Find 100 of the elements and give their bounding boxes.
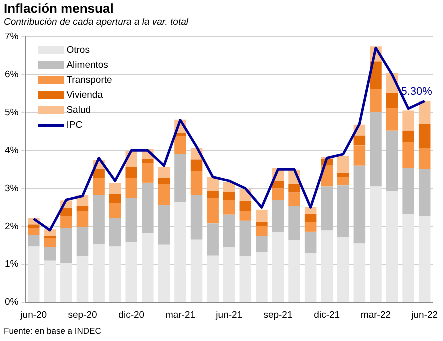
bar [109,203,122,218]
bar [418,148,431,170]
chart-title: Inflación mensual [4,1,114,16]
bar [402,168,414,214]
bar [76,227,89,257]
bar [60,208,72,216]
bar [256,222,268,226]
bar [304,253,317,302]
bar [402,110,414,131]
bar [76,256,89,302]
y-tick-label: 5% [4,107,20,118]
bar [126,167,138,178]
bar [304,214,317,222]
bar [418,216,431,302]
bar [240,201,252,212]
bar [321,230,333,302]
bar [158,204,170,245]
bar [109,246,122,302]
bar [142,159,154,164]
bar [402,142,414,168]
bar [272,200,284,232]
bar [158,184,170,205]
bar [418,124,431,148]
legend-label: Transporte [66,74,112,86]
bar [60,263,72,302]
bar [174,136,186,154]
bar [240,256,252,302]
bar [142,233,154,302]
bar [207,198,219,224]
y-tick-label: 2% [4,221,20,232]
bar [338,156,350,174]
y-tick-label: 4% [4,145,20,156]
bar [223,192,236,200]
x-tick-label: jun-21 [215,310,243,321]
bar [158,178,170,184]
bar [190,172,203,196]
bar [142,182,154,234]
bar [223,248,236,302]
bar [354,136,366,146]
bar [44,248,56,261]
bar [207,256,219,302]
bar [109,218,122,247]
y-tick-label: 1% [4,259,20,270]
bar [126,242,138,302]
bar [288,192,300,206]
bar [338,237,350,302]
legend-label: IPC [66,120,83,131]
x-tick-label: mar-21 [165,310,196,321]
x-tick-label: sep-20 [68,310,98,321]
x-tick-label: jun-20 [20,310,48,321]
bar [402,214,414,302]
annotation: 5.30% [401,86,433,98]
x-tick-label: dic-20 [118,310,145,321]
bar [174,154,186,202]
bar [354,166,366,244]
bar [288,206,300,240]
bar [402,130,414,142]
bar [190,195,203,240]
bar [44,238,56,248]
bar [354,146,366,166]
bar [321,186,333,231]
chart-subtitle: Contribución de cada apertura a la var. total [4,17,188,28]
bar [28,246,40,302]
bar [418,169,431,216]
bar [354,244,366,302]
bar [28,224,40,228]
bar [126,178,138,199]
bar [370,112,382,187]
bar [93,178,105,196]
y-tick-label: 6% [4,69,20,80]
bar [76,211,89,228]
bar [223,214,236,248]
bar [28,228,40,236]
bar [386,130,398,192]
bar [338,186,350,238]
x-tick-label: dic-21 [314,310,340,321]
y-tick-label: 0% [4,297,20,308]
bar [223,200,236,215]
bar [256,226,268,236]
x-tick-label: jun-22 [410,310,438,321]
y-tick-label: 7% [4,31,20,42]
bar [109,183,122,194]
bar [240,220,252,256]
bar [338,173,350,178]
bar [93,195,105,244]
bar [109,194,122,204]
bar [386,108,398,131]
bar [272,188,284,200]
bar [93,169,105,178]
bar [28,235,40,247]
bar [76,206,89,212]
bar [223,182,236,192]
bar [304,222,317,232]
bar [60,216,72,228]
bar [240,211,252,221]
bar [272,232,284,302]
x-tick-label: sep-21 [264,310,293,321]
bar [386,93,398,108]
bar [126,198,138,243]
legend-label: Alimentos [66,60,108,71]
